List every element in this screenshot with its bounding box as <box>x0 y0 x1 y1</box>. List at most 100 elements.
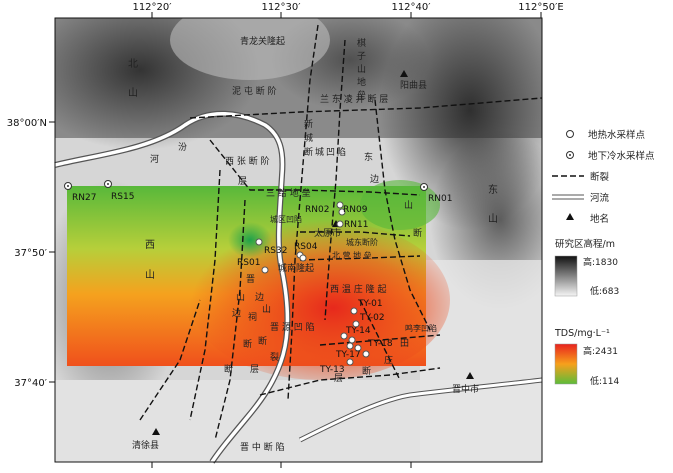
jinci-fault-label: 断 <box>243 338 252 350</box>
qizi-horst-label: 垒 <box>357 89 366 101</box>
bianshan-label: 裂 <box>270 352 279 363</box>
bianshan-label: 边 <box>255 292 264 303</box>
place-label-yangqu: 阳曲县 <box>400 80 427 91</box>
bianshan-west-label: 层 <box>238 176 247 187</box>
cengduan-label: 断 <box>362 365 371 377</box>
east-mountain-label: 东 <box>488 183 498 196</box>
place-label-jinzhong: 晋中市 <box>452 383 479 395</box>
north-mountain-label: 北 <box>128 58 138 70</box>
sample-label: RN27 <box>72 193 96 203</box>
geothermal-sample-marker <box>350 307 358 315</box>
xincheng-graben-label: 城 <box>315 147 324 158</box>
sample-points: RN27 RS15 RN01 RN02 RN09 RN11 RS04 RS32 … <box>64 180 452 375</box>
lat-label: 38°00′N <box>7 118 47 129</box>
lon-label: 112°20′ <box>132 2 172 13</box>
lat-label: 37°40′ <box>14 378 47 389</box>
geothermal-sample-marker <box>338 208 346 216</box>
tds-raster <box>67 180 450 380</box>
chengdong-fault-label: 城东断阶 <box>346 237 378 247</box>
legend-label: 河流 <box>590 192 610 204</box>
region-labels: 北 山 西 山 东 山 青龙关隆起 棋 子 山 地 垒 泥 屯 断 阶 兰 东 … <box>128 35 498 453</box>
tds-low-label: 低:114 <box>590 375 619 387</box>
jinci-fault-label: 祠 <box>248 311 257 323</box>
legend-river-icon <box>552 194 584 200</box>
elevation-high-label: 高:1830 <box>583 256 618 268</box>
qinglong-uplift-label: 青龙关隆起 <box>240 35 285 47</box>
sample-label: TY-13 <box>319 365 345 375</box>
lancun-fault-label: 兰 东 凌 井 断 层 <box>320 93 388 105</box>
bianshan-west-label: 边 <box>232 308 241 319</box>
legend: 地热水采样点 地下冷水采样点 断裂 河流 地名 研究区高程/m 高:1830 低… <box>552 129 655 387</box>
cengduan-label: 层 <box>334 373 343 384</box>
longitude-labels: 112°20′ 112°30′ 112°40′ 112°50′E <box>132 2 563 13</box>
faults <box>139 24 543 441</box>
geothermal-sample-marker <box>352 320 360 328</box>
west-mountain-label: 山 <box>145 269 155 281</box>
place-label-qingxu: 清徐县 <box>132 439 159 451</box>
sample-label: TY-17 <box>335 350 361 360</box>
bianshan-label: 断 <box>258 335 267 347</box>
lat-label: 37°50′ <box>14 248 47 259</box>
jinci-fault-label: 层 <box>250 364 259 375</box>
legend-geothermal-icon <box>566 130 574 138</box>
tds-colorbar <box>554 343 578 385</box>
xincheng-graben-label: 断 <box>304 146 313 158</box>
elevation-legend-title: 研究区高程/m <box>555 238 615 250</box>
geothermal-sample-marker <box>336 201 344 209</box>
geothermal-sample-marker <box>354 344 362 352</box>
sample-label: TY-02 <box>359 313 385 323</box>
sample-label: RN11 <box>344 220 368 230</box>
east-mountain-label: 山 <box>488 213 498 225</box>
chengnan-uplift-label: 城南隆起 <box>278 262 314 274</box>
map-frame <box>49 12 543 468</box>
place-triangle-icon <box>466 372 474 379</box>
place-triangle-icon <box>152 428 160 435</box>
tianzhuang-label: 庄 <box>384 354 393 366</box>
legend-label: 地下冷水采样点 <box>588 150 655 162</box>
mingli-graben-label: 鸣李凹陷 <box>405 323 437 333</box>
sample-label: TY-01 <box>357 299 383 309</box>
tds-high-label: 高:2431 <box>583 345 618 357</box>
xincheng-graben-label: 凹 <box>326 148 335 158</box>
xizhang-fault-label: 西 张 断 阶 <box>225 155 270 167</box>
legend-label: 地热水采样点 <box>588 129 646 141</box>
geothermal-sample-marker <box>255 238 263 246</box>
place-triangle-icon <box>400 70 408 77</box>
latitude-labels: 38°00′N 37°50′ 37°40′ <box>7 118 48 389</box>
xiaodian-horst-label: 北 营 地 垒 <box>332 250 372 260</box>
geothermal-sample-marker <box>336 220 344 228</box>
sample-label: RS04 <box>294 242 318 252</box>
geothermal-sample-marker <box>261 266 269 274</box>
sample-label: RS15 <box>111 192 134 202</box>
sample-label: TY-14 <box>345 326 371 336</box>
geothermal-sample-marker <box>346 358 354 366</box>
sample-label: RS32 <box>264 246 287 256</box>
fen-river-label: 汾 <box>178 142 187 153</box>
sanjing-horst-label: 三 给 地 垒 <box>266 187 311 199</box>
xincheng-graben-label: 陷 <box>337 146 346 158</box>
elevation-low-label: 低:683 <box>590 285 619 297</box>
shanduan-label: 断 <box>413 227 422 239</box>
elevation-colorbar <box>554 255 578 297</box>
fen-river-label: 河 <box>150 153 159 165</box>
xincheng-graben-label: 城 <box>304 133 313 144</box>
nitun-fault-label: 泥 屯 断 阶 <box>232 85 277 97</box>
geothermal-sample-marker <box>340 332 348 340</box>
legend-label: 断裂 <box>590 171 610 183</box>
dongbian-label: 东 <box>364 151 373 163</box>
tds-legend-title: TDS/mg·L⁻¹ <box>554 328 610 339</box>
sample-label: TY-18 <box>367 339 393 349</box>
sample-label: RN01 <box>428 194 452 204</box>
sample-label: RS01 <box>237 258 260 268</box>
legend-label: 地名 <box>590 213 609 225</box>
qizi-horst-label: 子 <box>357 51 366 62</box>
jinyuan-graben-label: 晋 源 凹 陷 <box>270 321 315 333</box>
tianzhuang-label: 田 <box>400 338 409 349</box>
jinci-fault-label: 晋 <box>246 274 255 285</box>
qizi-horst-label: 棋 <box>357 37 366 49</box>
lon-label: 112°30′ <box>261 2 301 13</box>
geothermal-sample-marker <box>362 350 370 358</box>
bianshan-west-label: 山 <box>236 292 245 303</box>
north-mountain-label: 山 <box>128 87 138 99</box>
xiwenzhuang-uplift-label: 西 温 庄 隆 起 <box>330 283 386 295</box>
